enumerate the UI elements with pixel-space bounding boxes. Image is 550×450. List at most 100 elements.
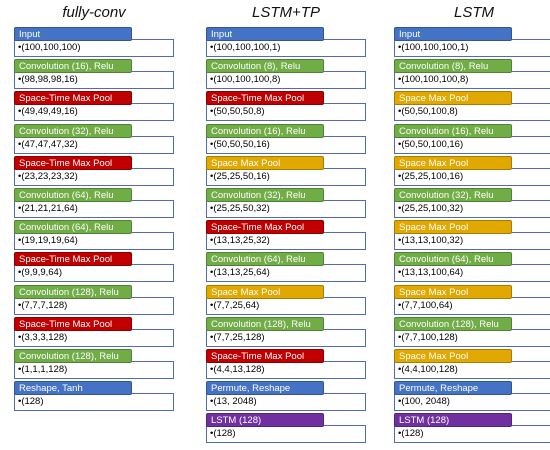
output-shape: •(25,25,50,32) (210, 203, 270, 214)
layer-label: Space-Time Max Pool (206, 349, 324, 363)
output-shape: •(49,49,49,16) (18, 106, 78, 117)
layer-label: LSTM (128) (206, 413, 324, 428)
layer-block: •(50,50,50,8) Space-Time Max Pool (206, 91, 366, 123)
output-shape: •(4,4,100,128) (398, 364, 458, 375)
layer-block: •(100, 2048) Permute, Reshape (394, 381, 550, 413)
column-title: LSTM+TP (252, 4, 320, 21)
output-shape-value: (100, 2048) (401, 396, 450, 408)
output-shape: •(7,7,100,64) (398, 300, 453, 311)
bullet-icon: • (210, 42, 214, 53)
output-shape-value: (100,100,100,8) (213, 74, 281, 86)
output-shape-value: (25,25,100,16) (401, 170, 464, 182)
output-shape-value: (13,13,25,32) (213, 235, 270, 247)
layer-block: •(49,49,49,16) Space-Time Max Pool (14, 91, 174, 123)
output-shape-value: (21,21,21,64) (21, 203, 78, 214)
output-shape-value: (128) (21, 396, 44, 408)
output-shape-value: (98,98,98,16) (21, 74, 78, 86)
layer-block: •(7,7,100,128) Convolution (128), Relu (394, 316, 550, 349)
layer-label: Space-Time Max Pool (206, 220, 324, 235)
output-shape-value: (13,13,25,64) (213, 267, 270, 279)
layer-label: Space-Time Max Pool (14, 316, 132, 331)
bullet-icon: • (398, 138, 402, 150)
output-shape-value: (13,13,100,32) (401, 235, 464, 247)
layer-block: •(19,19,19,64) Convolution (64), Relu (14, 220, 174, 252)
output-shape: •(128) (18, 396, 44, 407)
layer-block: •(128) LSTM (128) (206, 413, 366, 445)
output-shape: •(47,47,47,32) (18, 139, 78, 150)
bullet-icon: • (210, 203, 214, 214)
output-shape-value: (19,19,19,64) (21, 235, 78, 247)
output-shape-value: (100,100,100,1) (401, 42, 469, 53)
output-shape-value: (49,49,49,16) (21, 106, 78, 118)
layer-block: •(13,13,100,64) Convolution (64), Relu (394, 252, 550, 284)
output-shape-value: (50,50,100,8) (401, 106, 458, 118)
output-shape: •(13,13,25,32) (210, 235, 270, 246)
bullet-icon: • (210, 267, 214, 279)
output-shape-value: (4,4,100,128) (401, 364, 458, 375)
output-shape-value: (50,50,50,16) (213, 138, 270, 150)
layer-label: Convolution (16), Relu (206, 123, 324, 138)
bullet-icon: • (398, 106, 402, 118)
layer-label: Convolution (128), Relu (206, 316, 324, 331)
bullet-icon: • (18, 170, 22, 182)
output-shape-value: (3,3,3,128) (21, 331, 68, 343)
output-shape-value: (128) (213, 428, 236, 440)
output-shape-value: (7,7,25,64) (213, 299, 260, 311)
column-title: LSTM (453, 4, 494, 21)
layer-block: •(7,7,25,128) Convolution (128), Relu (206, 316, 366, 349)
bullet-icon: • (18, 299, 22, 311)
column-lstm-tp: LSTM+TP •(100,100,100,1) Input •(100,100,1… (206, 0, 366, 450)
layer-label: Input (14, 27, 132, 41)
bullet-icon: • (398, 235, 402, 247)
layer-block: •(100,100,100,1) Input (206, 27, 366, 59)
output-shape: •(21,21,21,64) (18, 203, 78, 214)
layer-label: Space Max Pool (394, 284, 512, 299)
layer-label: Convolution (8), Relu (394, 59, 512, 74)
output-shape-value: (7,7,25,128) (213, 331, 265, 343)
layer-label: Permute, Reshape (206, 381, 324, 396)
layer-label: Space Max Pool (206, 155, 324, 170)
output-shape-value: (23,23,23,32) (21, 170, 78, 182)
bullet-icon: • (398, 74, 402, 86)
output-shape: •(50,50,100,8) (398, 106, 458, 117)
output-shape-value: (1,1,1,128) (21, 364, 68, 375)
output-shape: •(4,4,13,128) (210, 364, 265, 375)
layer-label: Space Max Pool (206, 284, 324, 299)
output-shape: •(100,100,100) (18, 42, 81, 53)
layer-label: Input (206, 27, 324, 41)
bullet-icon: • (210, 74, 214, 86)
output-shape-value: (7,7,100,128) (401, 331, 458, 343)
output-shape-value: (128) (401, 428, 424, 440)
output-shape-value: (47,47,47,32) (21, 138, 78, 150)
bullet-icon: • (210, 106, 214, 118)
output-shape-value: (25,25,50,32) (213, 203, 270, 214)
output-shape-value: (13, 2048) (213, 396, 257, 408)
output-shape-value: (7,7,7,128) (21, 299, 68, 311)
layer-label: Convolution (32), Relu (14, 123, 132, 138)
layer-block: •(25,25,100,16) Space Max Pool (394, 155, 550, 188)
bullet-icon: • (18, 267, 22, 279)
bullet-icon: • (398, 428, 402, 440)
bullet-icon: • (398, 203, 402, 214)
output-shape-value: (13,13,100,64) (401, 267, 464, 279)
layer-block: •(4,4,100,128) Space Max Pool (394, 349, 550, 381)
layer-label: Convolution (64), Relu (14, 188, 132, 202)
output-shape: •(100,100,100,8) (210, 74, 280, 85)
output-shape: •(100,100,100,1) (398, 42, 468, 53)
layer-label: Space-Time Max Pool (14, 155, 132, 170)
output-shape-value: (100,100,100) (21, 42, 81, 53)
layer-block: •(7,7,7,128) Convolution (128), Relu (14, 284, 174, 317)
column-fully-conv: fully-conv •(100,100,100) Input •(98,98,98… (14, 0, 174, 450)
layer-label: Convolution (128), Relu (14, 284, 132, 299)
layer-block: •(50,50,50,16) Convolution (16), Relu (206, 123, 366, 156)
bullet-icon: • (398, 364, 402, 375)
bullet-icon: • (210, 396, 214, 408)
output-shape-value: (7,7,100,64) (401, 299, 453, 311)
output-shape: •(1,1,1,128) (18, 364, 67, 375)
layer-block: •(98,98,98,16) Convolution (16), Relu (14, 59, 174, 91)
output-shape: •(13,13,100,64) (398, 267, 463, 278)
output-shape: •(128) (398, 428, 424, 439)
layer-block: •(50,50,100,8) Space Max Pool (394, 91, 550, 123)
layer-block: •(13,13,100,32) Space Max Pool (394, 220, 550, 252)
layer-label: Convolution (16), Relu (14, 59, 132, 74)
